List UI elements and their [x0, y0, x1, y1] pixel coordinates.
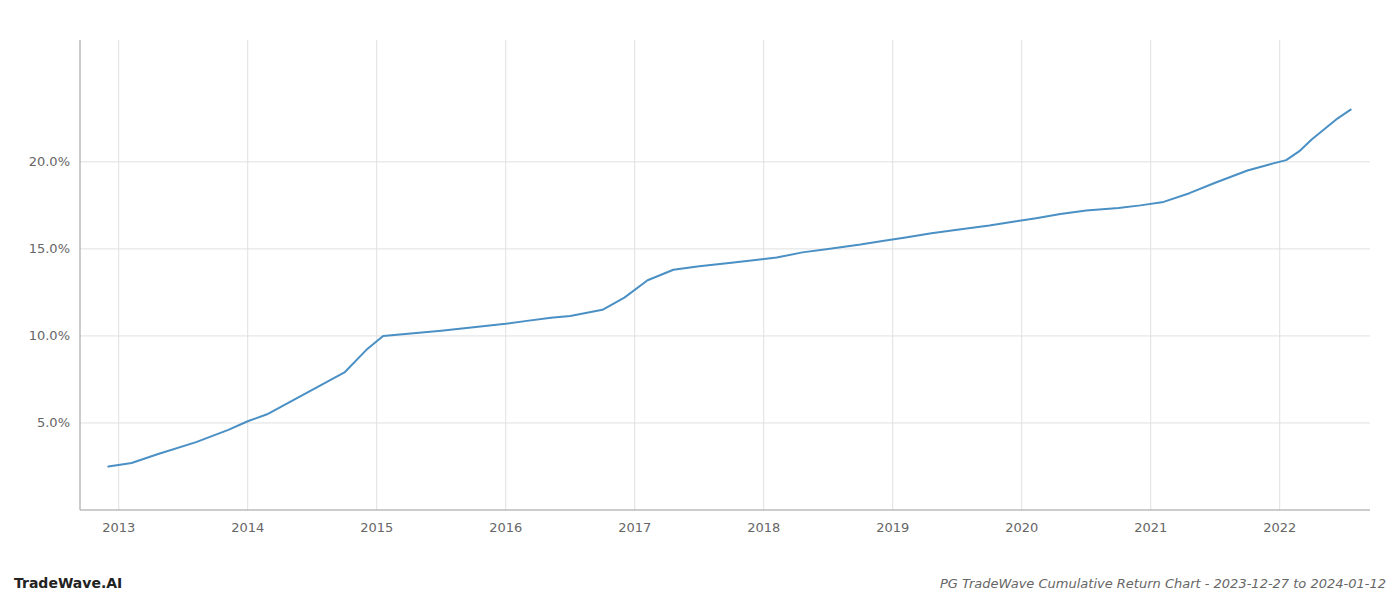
x-tick-label: 2013 [102, 520, 135, 535]
plot-area [108, 110, 1350, 467]
x-grid-line [1021, 40, 1022, 510]
x-tick-label: 2017 [618, 520, 651, 535]
y-axis-line [80, 40, 81, 510]
x-grid-line [763, 40, 764, 510]
x-tick-label: 2016 [489, 520, 522, 535]
line-series [108, 110, 1350, 467]
y-grid-line [80, 422, 1370, 423]
y-tick-label: 15.0% [29, 241, 70, 256]
watermark: TradeWave.AI [14, 575, 122, 591]
x-grid-line [892, 40, 893, 510]
x-grid-line [505, 40, 506, 510]
x-grid-line [1150, 40, 1151, 510]
x-tick-label: 2015 [360, 520, 393, 535]
y-tick-label: 20.0% [29, 154, 70, 169]
axes: 2013 2014 2015 2016 2017 2018 2019 2020 2021 2022… [29, 40, 1370, 535]
x-tick-label: 2018 [747, 520, 780, 535]
x-tick-label: 2014 [231, 520, 264, 535]
y-grid-line [80, 161, 1370, 162]
x-grid-line [118, 40, 119, 510]
x-grid-line [634, 40, 635, 510]
x-grid-line [247, 40, 248, 510]
x-tick-label: 2021 [1134, 520, 1167, 535]
chart-svg: 2013 2014 2015 2016 2017 2018 2019 2020 2021 2022… [0, 0, 1400, 600]
chart-container: 2013 2014 2015 2016 2017 2018 2019 2020 2021 2022… [0, 0, 1400, 600]
grid [80, 40, 1370, 510]
x-tick-label: 2020 [1005, 520, 1038, 535]
x-grid-line [1279, 40, 1280, 510]
x-tick-label: 2022 [1263, 520, 1296, 535]
x-grid-line [376, 40, 377, 510]
x-tick-label: 2019 [876, 520, 909, 535]
x-axis-line [80, 510, 1370, 511]
y-tick-label: 5.0% [37, 415, 70, 430]
chart-title: PG TradeWave Cumulative Return Chart - 2… [940, 576, 1386, 591]
y-tick-label: 10.0% [29, 328, 70, 343]
y-grid-line [80, 248, 1370, 249]
y-grid-line [80, 335, 1370, 336]
